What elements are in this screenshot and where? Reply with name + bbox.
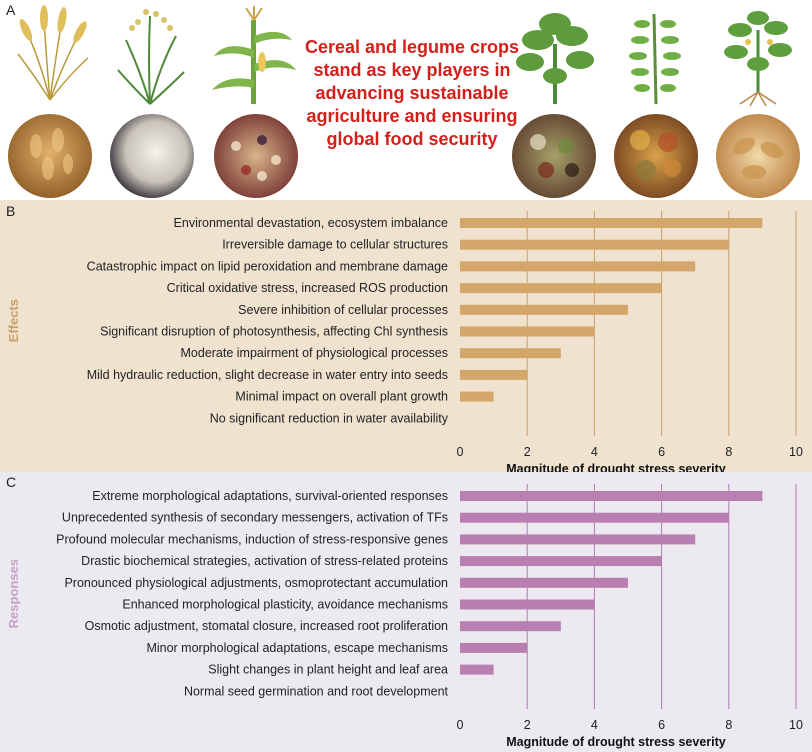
tick-label-5: 10: [789, 718, 803, 732]
category-label-6: Osmotic adjustment, stomatal closure, in…: [85, 619, 448, 633]
corn-plant-icon: [212, 6, 296, 104]
category-label-2: Profound molecular mechanisms, induction…: [56, 532, 448, 546]
category-label-5: Significant disruption of photosynthesis…: [100, 325, 448, 339]
wheat-plant-icon: [17, 5, 89, 101]
category-label-3: Drastic biochemical strategies, activati…: [81, 554, 448, 568]
tick-label-3: 6: [658, 445, 665, 459]
category-label-8: Minimal impact on overall plant growth: [235, 390, 448, 404]
bar-3: [460, 283, 662, 294]
peanut-plant-icon: [724, 11, 792, 107]
bar-8: [460, 391, 494, 402]
bar-6: [460, 621, 561, 632]
bar-3: [460, 556, 662, 567]
panel-a-letter: A: [6, 2, 16, 18]
tick-label-0: 0: [457, 445, 464, 459]
wheat-grain-icon: [8, 114, 92, 198]
peanut-seed-icon: [716, 114, 800, 198]
rice-plant-icon: [117, 9, 185, 105]
tick-label-5: 10: [789, 445, 803, 459]
category-label-0: Environmental devastation, ecosystem imb…: [174, 216, 448, 230]
x-axis-label: Magnitude of drought stress severity: [506, 462, 726, 472]
panel-a: A: [0, 0, 812, 200]
effects-chart: Environmental devastation, ecosystem imb…: [6, 211, 803, 472]
corn-kernel-icon: [214, 114, 298, 198]
tick-label-3: 6: [658, 718, 665, 732]
category-label-7: Minor morphological adaptations, escape …: [146, 641, 448, 655]
bar-5: [460, 599, 595, 610]
responses-chart: Extreme morphological adaptations, survi…: [6, 484, 803, 749]
category-label-3: Critical oxidative stress, increased ROS…: [167, 281, 448, 295]
tick-label-4: 8: [725, 718, 732, 732]
tick-label-0: 0: [457, 718, 464, 732]
tick-label-4: 8: [725, 445, 732, 459]
panel-b: B Environmental devastation, ecosystem i…: [0, 200, 812, 472]
bar-1: [460, 512, 729, 523]
x-axis-label: Magnitude of drought stress severity: [506, 735, 726, 749]
bar-0: [460, 491, 763, 501]
category-label-9: Normal seed germination and root develop…: [184, 684, 449, 698]
bar-7: [460, 369, 528, 380]
panel-c: C Extreme morphological adaptations, sur…: [0, 472, 812, 752]
bar-4: [460, 304, 628, 315]
tick-label-1: 2: [524, 445, 531, 459]
crop-illustrations: [8, 5, 800, 198]
category-label-2: Catastrophic impact on lipid peroxidatio…: [87, 259, 448, 273]
category-label-5: Enhanced morphological plasticity, avoid…: [122, 598, 448, 612]
bar-8: [460, 664, 494, 675]
bar-0: [460, 218, 763, 228]
category-label-4: Pronounced physiological adjustments, os…: [64, 576, 448, 590]
category-label-7: Mild hydraulic reduction, slight decreas…: [87, 368, 448, 382]
category-label-1: Irreversible damage to cellular structur…: [222, 238, 448, 252]
side-label: Effects: [6, 299, 21, 342]
bean-plant-icon: [516, 13, 594, 104]
tick-label-1: 2: [524, 718, 531, 732]
panel-c-letter: C: [6, 474, 17, 490]
bar-7: [460, 642, 528, 653]
bar-6: [460, 348, 561, 359]
category-label-1: Unprecedented synthesis of secondary mes…: [62, 511, 448, 525]
bar-5: [460, 326, 595, 337]
category-label-4: Severe inhibition of cellular processes: [238, 303, 448, 317]
bar-2: [460, 534, 696, 545]
category-label-6: Moderate impairment of physiological pro…: [181, 346, 449, 360]
chickpea-plant-icon: [629, 13, 681, 105]
rice-grain-icon: [110, 114, 194, 198]
bar-2: [460, 261, 696, 272]
headline: Cereal and legume crops stand as key pla…: [304, 37, 520, 149]
panel-b-letter: B: [6, 203, 16, 219]
category-label-9: No significant reduction in water availa…: [210, 411, 449, 425]
category-label-8: Slight changes in plant height and leaf …: [208, 663, 448, 677]
bar-1: [460, 239, 729, 250]
category-label-0: Extreme morphological adaptations, survi…: [92, 489, 448, 503]
side-label: Responses: [6, 559, 21, 628]
lentil-seed-icon: [614, 114, 698, 198]
tick-label-2: 4: [591, 718, 598, 732]
tick-label-2: 4: [591, 445, 598, 459]
bean-seed-icon: [512, 114, 596, 198]
bar-4: [460, 577, 628, 588]
